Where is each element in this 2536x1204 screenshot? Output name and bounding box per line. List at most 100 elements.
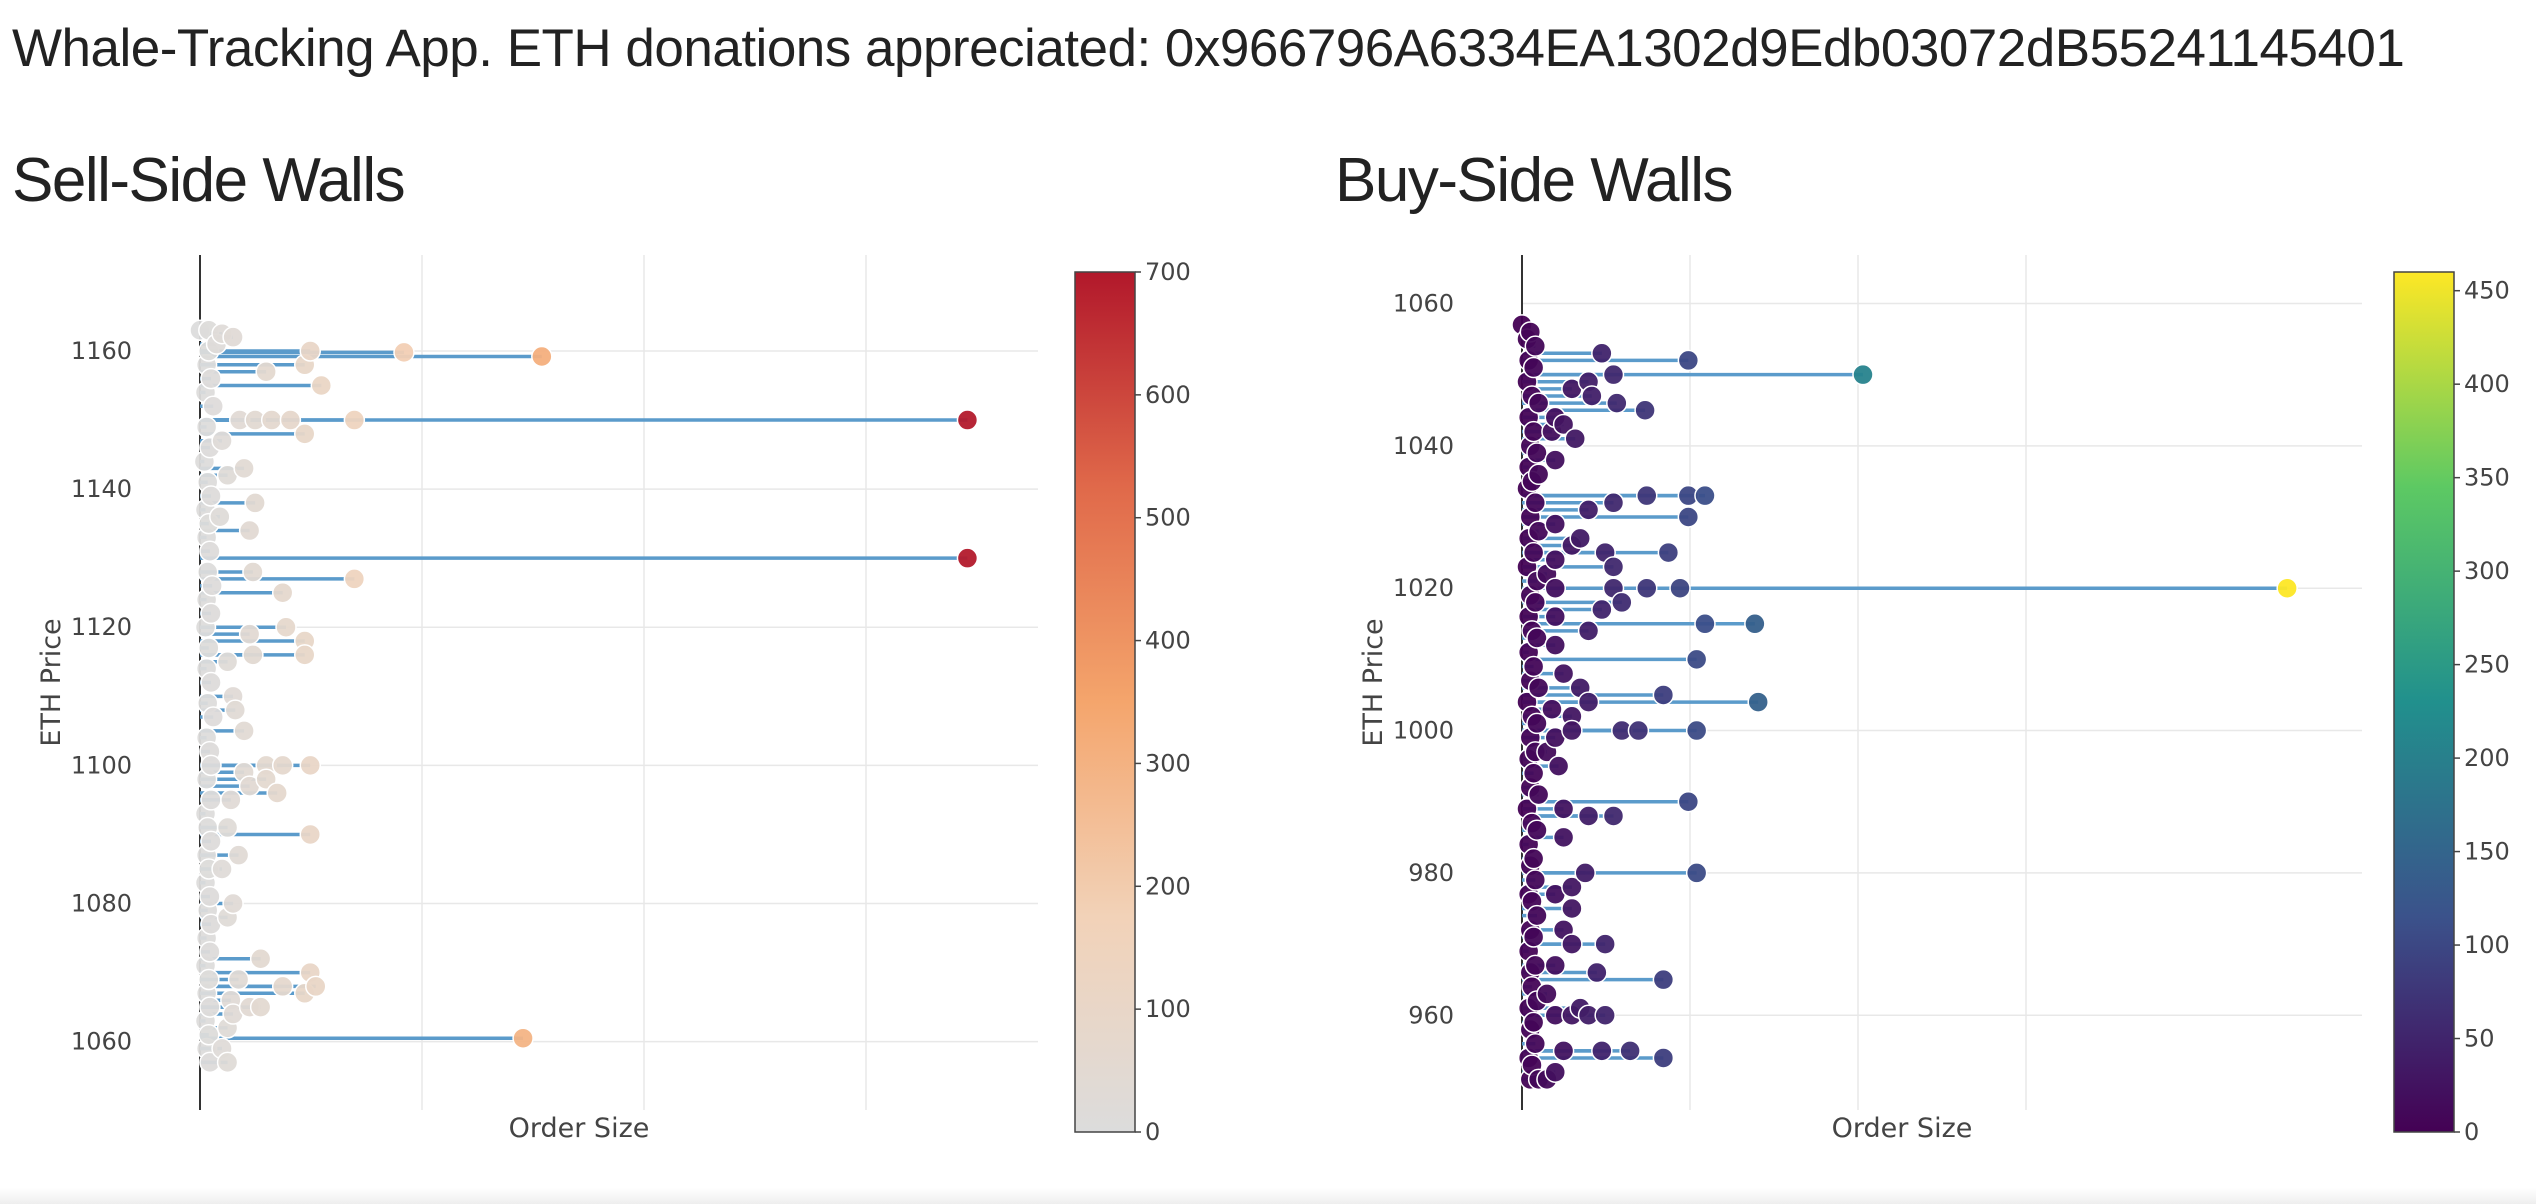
sell-side-chart-svg: 1060 1080 1100 1120 1140 1160 ETH Price Order S… — [36, 255, 1191, 1146]
buy-colorbar-tick-label: 300 — [2464, 557, 2510, 585]
buy-order-point — [1636, 484, 1658, 507]
sell-order-point — [393, 341, 415, 364]
buy-order-point — [1552, 662, 1575, 685]
buy-colorbar-tick-label: 250 — [2464, 651, 2510, 679]
sell-order-point — [249, 996, 272, 1018]
buy-order-point — [1544, 1061, 1567, 1083]
sell-order-point — [199, 996, 221, 1018]
buy-order-point — [1522, 762, 1545, 785]
buy-colorbar-tick-label: 0 — [2464, 1118, 2479, 1146]
sell-order-point — [201, 575, 223, 597]
sell-order-point — [200, 671, 222, 694]
buy-order-point — [1522, 541, 1545, 564]
buy-order-point — [1561, 876, 1583, 898]
buy-order-point — [1611, 591, 1633, 614]
sell-order-point — [202, 706, 224, 728]
sell-order-point — [199, 540, 221, 563]
buy-order-point — [1669, 577, 1691, 599]
sell-order-point — [271, 581, 294, 604]
buy-order-point — [1524, 1032, 1547, 1055]
buy-order-point — [1544, 577, 1567, 599]
buy-ytick-label: 1060 — [1393, 289, 1454, 317]
sell-x-axis-label: Order Size — [509, 1113, 650, 1144]
buy-order-point — [1602, 805, 1625, 827]
sell-order-point — [200, 754, 222, 777]
sell-order-point — [956, 547, 979, 569]
buy-order-point — [1524, 591, 1547, 614]
sell-order-point — [224, 699, 247, 721]
buy-order-point — [1552, 413, 1575, 436]
sell-order-point — [216, 816, 239, 839]
sell-order-point — [198, 637, 220, 659]
buy-order-point — [1685, 862, 1708, 884]
sell-order-point — [199, 941, 221, 963]
page-title: Whale-Tracking App. ETH donations apprec… — [12, 19, 2405, 78]
sell-ytick-label: 1100 — [71, 751, 132, 779]
buy-order-point — [1602, 492, 1625, 514]
sell-order-point — [299, 823, 322, 846]
sell-order-point — [343, 568, 366, 590]
sell-order-point — [956, 409, 979, 431]
buy-order-point — [1652, 968, 1675, 991]
buy-order-point — [1581, 385, 1603, 407]
buy-order-point — [1677, 349, 1700, 372]
buy-order-point — [1747, 691, 1769, 713]
sell-order-point — [271, 754, 294, 777]
buy-order-point — [1677, 506, 1700, 528]
buy-order-point — [1634, 399, 1656, 421]
buy-order-point — [1586, 961, 1608, 984]
buy-order-point — [1541, 698, 1563, 720]
buy-order-point — [1552, 1040, 1575, 1062]
buy-order-point — [1685, 719, 1708, 742]
sell-order-point — [198, 968, 220, 991]
sell-order-point — [200, 830, 222, 853]
buy-side-title: Buy-Side Walls — [1335, 146, 1734, 215]
sell-order-point — [202, 395, 224, 417]
buy-order-point — [1591, 598, 1613, 621]
buy-order-point — [1526, 627, 1548, 649]
buy-order-point — [1577, 499, 1600, 521]
buy-order-point — [1522, 356, 1545, 379]
sell-colorbar — [1074, 271, 1136, 1133]
sell-side-chart: 1060 1080 1100 1120 1140 1160 ETH Price Order S… — [0, 230, 1250, 1175]
buy-order-point — [1564, 427, 1586, 450]
sell-order-point — [255, 360, 277, 383]
buy-order-point — [1685, 648, 1708, 671]
buy-ytick-label: 1040 — [1393, 432, 1454, 460]
buy-order-point — [1526, 442, 1548, 464]
bottom-bar — [0, 1188, 2536, 1204]
sell-ytick-label: 1140 — [71, 475, 132, 503]
buy-order-point — [1544, 954, 1567, 977]
buy-order-point — [1547, 755, 1570, 777]
buy-order-point — [1544, 634, 1567, 656]
buy-order-point — [1524, 954, 1547, 977]
sell-colorbar-tick-label: 300 — [1145, 749, 1191, 777]
sell-order-point — [242, 561, 264, 583]
sell-order-point — [216, 651, 239, 673]
buy-order-point — [1527, 677, 1550, 699]
buy-order-point — [1606, 392, 1628, 414]
sell-order-point — [310, 374, 333, 397]
sell-order-point — [222, 326, 244, 348]
sell-order-point — [211, 858, 233, 880]
buy-order-point — [1522, 420, 1545, 443]
sell-order-point — [227, 844, 250, 866]
buy-order-point — [1652, 1047, 1675, 1069]
sell-order-point — [260, 409, 283, 431]
buy-order-point — [1522, 655, 1545, 678]
buy-order-point — [1552, 798, 1575, 820]
sell-order-point — [195, 416, 218, 438]
sell-y-axis-label: ETH Price — [36, 618, 67, 746]
buy-order-point — [1694, 613, 1716, 635]
sell-order-point — [249, 948, 272, 970]
buy-order-point — [1544, 548, 1567, 571]
sell-order-point — [227, 968, 250, 991]
sell-colorbar-tick-label: 500 — [1145, 504, 1191, 532]
sell-ytick-label: 1120 — [71, 613, 132, 641]
buy-ytick-label: 1020 — [1393, 574, 1454, 602]
buy-order-point — [1577, 805, 1600, 827]
sell-colorbar-tick-label: 0 — [1145, 1118, 1160, 1146]
buy-order-point — [1526, 819, 1548, 841]
sell-order-point — [279, 409, 302, 431]
buy-colorbar-tick-label: 50 — [2464, 1025, 2495, 1053]
